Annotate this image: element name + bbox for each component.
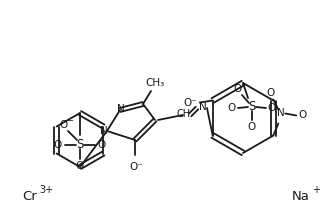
Text: −: − [240,81,247,89]
Text: +: + [312,185,320,195]
Text: O: O [266,87,275,97]
Text: −: − [66,116,73,126]
Text: O⁻: O⁻ [184,99,198,109]
Text: Cr: Cr [22,190,37,204]
Text: CH: CH [177,109,191,119]
Text: O: O [298,111,306,120]
Text: N: N [278,109,285,118]
Text: S: S [76,138,84,151]
Text: O: O [248,122,256,132]
Text: O⁻: O⁻ [129,162,143,172]
Text: O: O [228,103,236,113]
Text: O: O [268,103,276,113]
Text: Na: Na [292,190,310,204]
Text: O: O [234,84,242,94]
Text: O: O [54,140,62,150]
Text: CH₃: CH₃ [145,78,165,88]
Text: S: S [248,101,256,114]
Text: O: O [76,161,84,171]
Text: O: O [98,140,106,150]
Text: 3+: 3+ [39,185,53,195]
Text: N: N [100,126,108,136]
Text: O: O [60,120,68,130]
Text: N: N [199,102,207,112]
Text: N: N [117,104,125,114]
